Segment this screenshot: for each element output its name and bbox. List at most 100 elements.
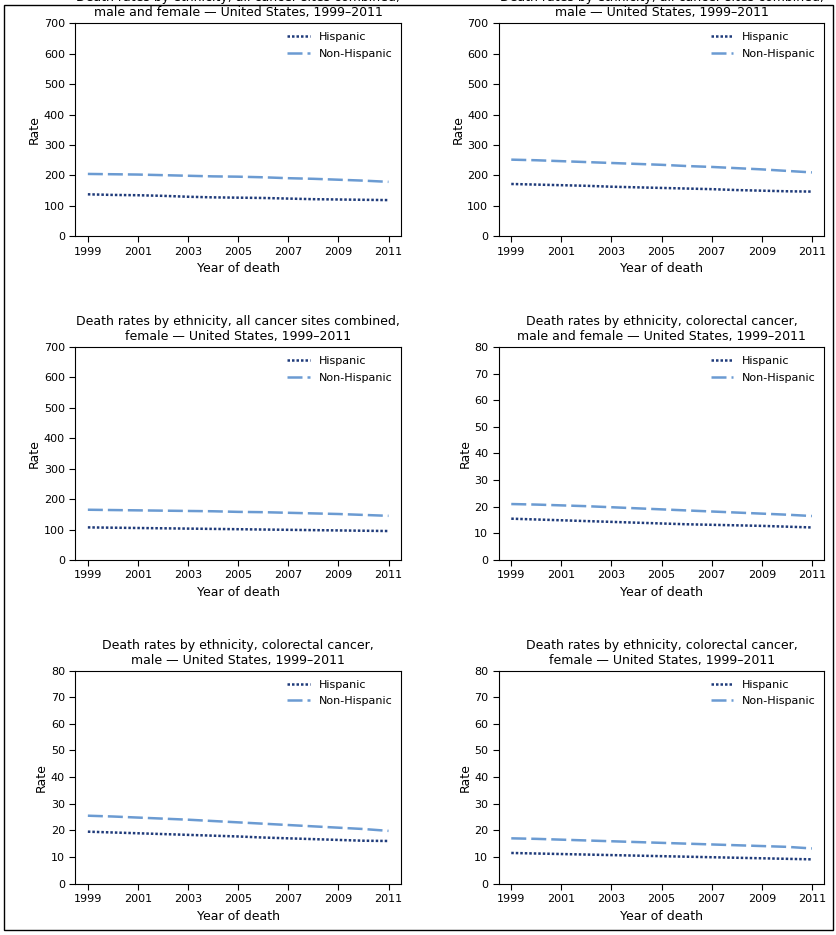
Non-Hispanic (133, 505, 143, 516)
Non-Hispanic (731, 163, 741, 174)
Non-Hispanic (631, 837, 641, 848)
Non-Hispanic (556, 834, 566, 845)
Hispanic (257, 193, 268, 204)
Non-Hispanic (756, 164, 766, 175)
Non-Hispanic (257, 172, 268, 183)
Non-Hispanic (655, 159, 665, 170)
Hispanic (158, 828, 168, 840)
Non-Hispanic (681, 838, 691, 849)
Non-Hispanic (383, 176, 393, 187)
Title: Death rates by ethnicity, all cancer sites combined,
male and female — United St: Death rates by ethnicity, all cancer sit… (76, 0, 400, 20)
Non-Hispanic (781, 165, 791, 177)
Hispanic (333, 194, 343, 205)
X-axis label: Year of death: Year of death (619, 586, 702, 599)
Hispanic (731, 184, 741, 195)
Y-axis label: Rate: Rate (35, 763, 48, 792)
Non-Hispanic (706, 839, 716, 850)
Hispanic (183, 523, 193, 534)
Hispanic (655, 182, 665, 194)
Non-Hispanic (655, 837, 665, 848)
Title: Death rates by ethnicity, all cancer sites combined,
female — United States, 199: Death rates by ethnicity, all cancer sit… (76, 315, 400, 343)
Non-Hispanic (158, 813, 168, 825)
Non-Hispanic (781, 842, 791, 853)
Legend: Hispanic, Non-Hispanic: Hispanic, Non-Hispanic (282, 351, 397, 388)
Non-Hispanic (731, 840, 741, 851)
Hispanic (556, 514, 566, 525)
Hispanic (333, 525, 343, 536)
X-axis label: Year of death: Year of death (196, 910, 279, 923)
Non-Hispanic (606, 157, 616, 168)
Hispanic (706, 519, 716, 530)
Non-Hispanic (531, 154, 541, 165)
Hispanic (158, 523, 168, 534)
Hispanic (257, 832, 268, 843)
Non-Hispanic (233, 506, 243, 517)
Non-Hispanic (233, 817, 243, 828)
X-axis label: Year of death: Year of death (619, 263, 702, 275)
Line: Non-Hispanic: Non-Hispanic (88, 815, 388, 831)
Hispanic (606, 181, 616, 193)
Hispanic (358, 835, 368, 846)
Hispanic (756, 853, 766, 864)
Hispanic (731, 520, 741, 531)
Y-axis label: Rate: Rate (28, 115, 41, 144)
Non-Hispanic (257, 818, 268, 829)
Hispanic (756, 520, 766, 531)
Hispanic (806, 522, 816, 533)
Title: Death rates by ethnicity, all cancer sites combined,
male — United States, 1999–: Death rates by ethnicity, all cancer sit… (499, 0, 823, 20)
Non-Hispanic (806, 166, 816, 178)
Non-Hispanic (183, 814, 193, 826)
Hispanic (506, 513, 516, 525)
Non-Hispanic (531, 833, 541, 844)
Non-Hispanic (283, 819, 293, 830)
Non-Hispanic (806, 511, 816, 522)
Hispanic (706, 852, 716, 863)
Title: Death rates by ethnicity, colorectal cancer,
female — United States, 1999–2011: Death rates by ethnicity, colorectal can… (525, 639, 797, 667)
Title: Death rates by ethnicity, colorectal cancer,
male and female — United States, 19: Death rates by ethnicity, colorectal can… (517, 315, 805, 343)
Line: Hispanic: Hispanic (511, 184, 811, 192)
Hispanic (556, 180, 566, 191)
Hispanic (158, 190, 168, 201)
Hispanic (581, 849, 591, 860)
Line: Hispanic: Hispanic (88, 527, 388, 531)
Non-Hispanic (308, 821, 318, 832)
Y-axis label: Rate: Rate (458, 763, 471, 792)
Hispanic (606, 850, 616, 861)
Y-axis label: Rate: Rate (28, 439, 41, 468)
Non-Hispanic (506, 833, 516, 844)
Hispanic (781, 521, 791, 532)
Hispanic (358, 525, 368, 537)
Non-Hispanic (208, 171, 218, 182)
Non-Hispanic (333, 822, 343, 833)
Hispanic (631, 850, 641, 861)
Non-Hispanic (383, 511, 393, 522)
Non-Hispanic (158, 169, 168, 180)
Non-Hispanic (631, 158, 641, 169)
Non-Hispanic (308, 173, 318, 184)
Hispanic (506, 179, 516, 190)
Hispanic (655, 518, 665, 529)
Y-axis label: Rate: Rate (458, 439, 471, 468)
Non-Hispanic (233, 171, 243, 182)
Line: Hispanic: Hispanic (88, 194, 388, 200)
Hispanic (556, 848, 566, 859)
Line: Non-Hispanic: Non-Hispanic (88, 510, 388, 516)
Hispanic (531, 848, 541, 859)
Hispanic (581, 180, 591, 192)
X-axis label: Year of death: Year of death (619, 910, 702, 923)
Hispanic (183, 829, 193, 841)
Hispanic (383, 525, 393, 537)
Non-Hispanic (158, 505, 168, 516)
Legend: Hispanic, Non-Hispanic: Hispanic, Non-Hispanic (704, 674, 820, 712)
Line: Hispanic: Hispanic (511, 853, 811, 859)
Hispanic (83, 522, 93, 533)
Non-Hispanic (706, 162, 716, 173)
Hispanic (83, 826, 93, 837)
Hispanic (233, 831, 243, 842)
Non-Hispanic (556, 500, 566, 511)
Line: Non-Hispanic: Non-Hispanic (511, 504, 811, 516)
Non-Hispanic (358, 824, 368, 835)
Hispanic (383, 194, 393, 206)
Hispanic (631, 517, 641, 528)
Non-Hispanic (506, 498, 516, 510)
